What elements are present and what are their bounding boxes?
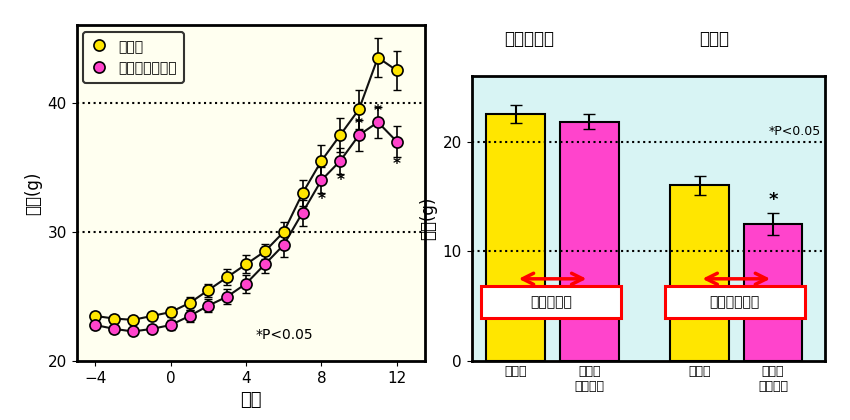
Bar	[560, 122, 619, 361]
スイカ抜出物群	[373, 120, 383, 125]
Line: 対照群: 対照群	[90, 52, 402, 326]
対照群	[260, 249, 270, 254]
Text: *: *	[374, 104, 382, 119]
スイカ抜出物群	[222, 294, 232, 299]
Legend: 対照群, スイカ抜出物群: 対照群, スイカ抜出物群	[83, 32, 184, 83]
スイカ抜出物群	[241, 281, 251, 286]
Y-axis label: 重量(g): 重量(g)	[419, 197, 437, 240]
対照群	[128, 318, 138, 323]
Y-axis label: 体重(g): 体重(g)	[24, 171, 42, 215]
対照群	[298, 191, 308, 196]
Bar	[486, 114, 545, 361]
Text: *P<0.05: *P<0.05	[768, 125, 821, 138]
スイカ抜出物群	[147, 326, 157, 331]
対照群	[392, 68, 402, 73]
Text: *: *	[298, 211, 307, 226]
対照群	[335, 133, 345, 138]
Text: 除脂肪体重: 除脂肪体重	[504, 30, 553, 48]
対照群	[222, 275, 232, 280]
対照群	[279, 229, 289, 234]
対照群	[203, 288, 213, 293]
スイカ抜出物群	[298, 210, 308, 215]
Text: 脂肪量: 脂肪量	[699, 30, 729, 48]
スイカ抜出物群	[335, 158, 345, 163]
スイカ抜出物群	[109, 326, 119, 331]
FancyBboxPatch shape	[481, 286, 621, 318]
Bar	[744, 224, 802, 361]
スイカ抜出物群	[316, 178, 326, 183]
対照群	[184, 301, 195, 306]
FancyBboxPatch shape	[665, 286, 805, 318]
Text: 有意差有り！: 有意差有り！	[710, 295, 760, 309]
対照群	[373, 55, 383, 60]
スイカ抜出物群	[354, 133, 364, 138]
Text: *P<0.05: *P<0.05	[256, 328, 313, 342]
対照群	[90, 313, 100, 318]
対照群	[147, 313, 157, 318]
Text: *: *	[317, 192, 326, 207]
スイカ抜出物群	[128, 329, 138, 334]
スイカ抜出物群	[392, 139, 402, 144]
対照群	[166, 310, 176, 315]
スイカ抜出物群	[90, 323, 100, 328]
Text: *: *	[337, 173, 344, 188]
Text: *: *	[355, 117, 363, 132]
Text: 差は無し！: 差は無し！	[530, 295, 572, 309]
スイカ抜出物群	[203, 303, 213, 308]
スイカ抜出物群	[260, 262, 270, 267]
対照群	[241, 262, 251, 267]
スイカ抜出物群	[184, 313, 195, 318]
Bar	[670, 186, 729, 361]
Text: *: *	[768, 191, 778, 208]
Text: *: *	[393, 157, 400, 172]
スイカ抜出物群	[166, 323, 176, 328]
Line: スイカ抜出物群: スイカ抜出物群	[90, 117, 402, 337]
対照群	[354, 107, 364, 112]
スイカ抜出物群	[279, 242, 289, 247]
X-axis label: 週間: 週間	[240, 391, 262, 409]
対照群	[109, 316, 119, 321]
対照群	[316, 158, 326, 163]
